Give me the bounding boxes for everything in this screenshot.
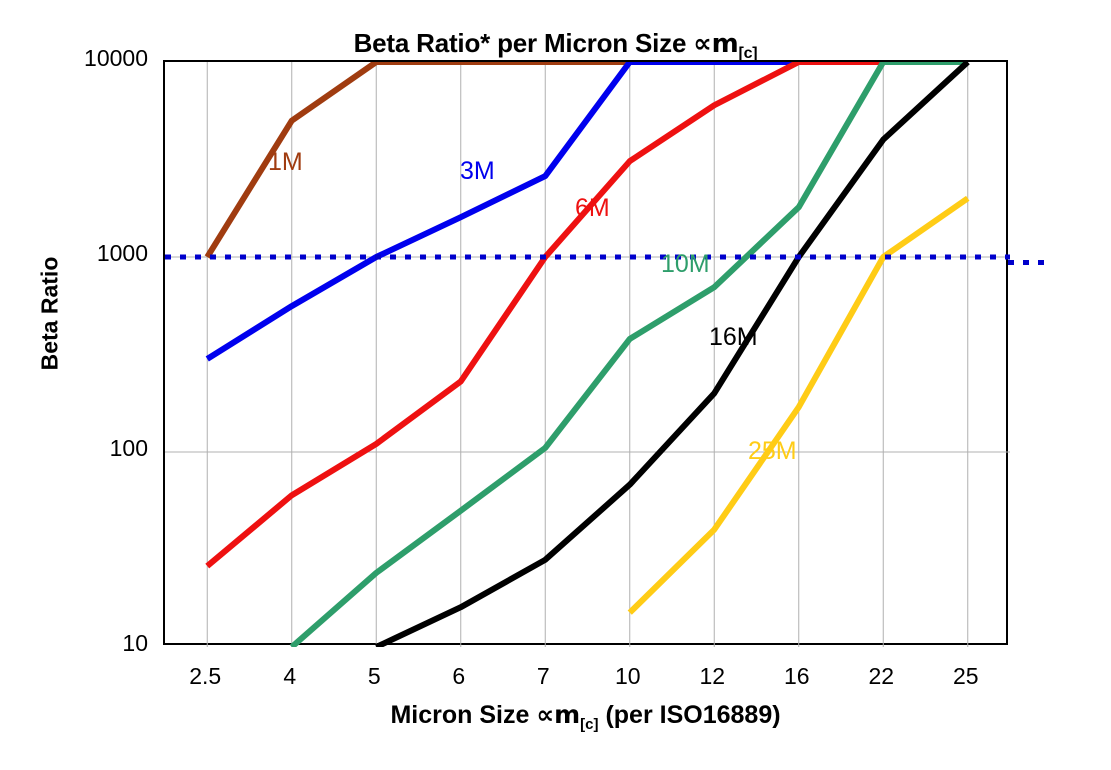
x-tick-label: 25 [952, 663, 979, 689]
plot-svg [165, 62, 1010, 647]
y-tick-label: 1000 [96, 240, 148, 266]
chart-title: Beta Ratio* per Micron Size ∝m[c] [0, 28, 1111, 63]
x-axis-title-part1: Micron Size [390, 701, 537, 729]
series-line-3m [205, 62, 968, 362]
series-label-25m: 25M [748, 437, 797, 465]
x-axis-title: Micron Size ∝m[c] (per ISO16889) [163, 700, 1008, 733]
x-tick-label: 7 [536, 663, 550, 689]
series-line-6m [205, 62, 968, 569]
x-axis-title-symbol: ∝m [536, 700, 581, 729]
plot-area [163, 60, 1010, 647]
chart-title-symbol: ∝m [693, 29, 739, 59]
x-axis-title-part2: (per ISO16889) [598, 701, 781, 729]
series-line-25m [627, 195, 970, 615]
x-tick-label: 16 [783, 663, 810, 689]
chart-title-subscript: [c] [738, 45, 758, 63]
x-tick-label: 12 [699, 663, 726, 689]
x-tick-label: 5 [367, 663, 381, 689]
x-tick-label: 22 [868, 663, 895, 689]
x-axis-title-subscript: [c] [580, 716, 599, 733]
y-tick-label: 10 [122, 630, 148, 656]
series-label-10m: 10M [661, 250, 710, 278]
y-axis-title: Beta Ratio [36, 256, 63, 371]
x-tick-label: 10 [614, 663, 641, 689]
series-line-1m [204, 62, 968, 259]
x-tick-label: 2.5 [189, 663, 222, 689]
series-label-3m: 3M [460, 157, 495, 185]
series-label-1m: 1M [268, 148, 303, 176]
y-tick-label: 10000 [84, 45, 148, 71]
chart-title-main: Beta Ratio* per Micron Size [353, 28, 694, 58]
x-tick-label: 4 [283, 663, 297, 689]
series-line-16m [374, 62, 970, 647]
y-tick-label: 100 [109, 435, 148, 461]
series-line-10m [289, 62, 968, 647]
series-label-6m: 6M [575, 194, 610, 222]
beta-1000-reference-extension [1008, 252, 1044, 265]
series-label-16m: 16M [709, 323, 758, 351]
x-tick-label: 6 [452, 663, 466, 689]
